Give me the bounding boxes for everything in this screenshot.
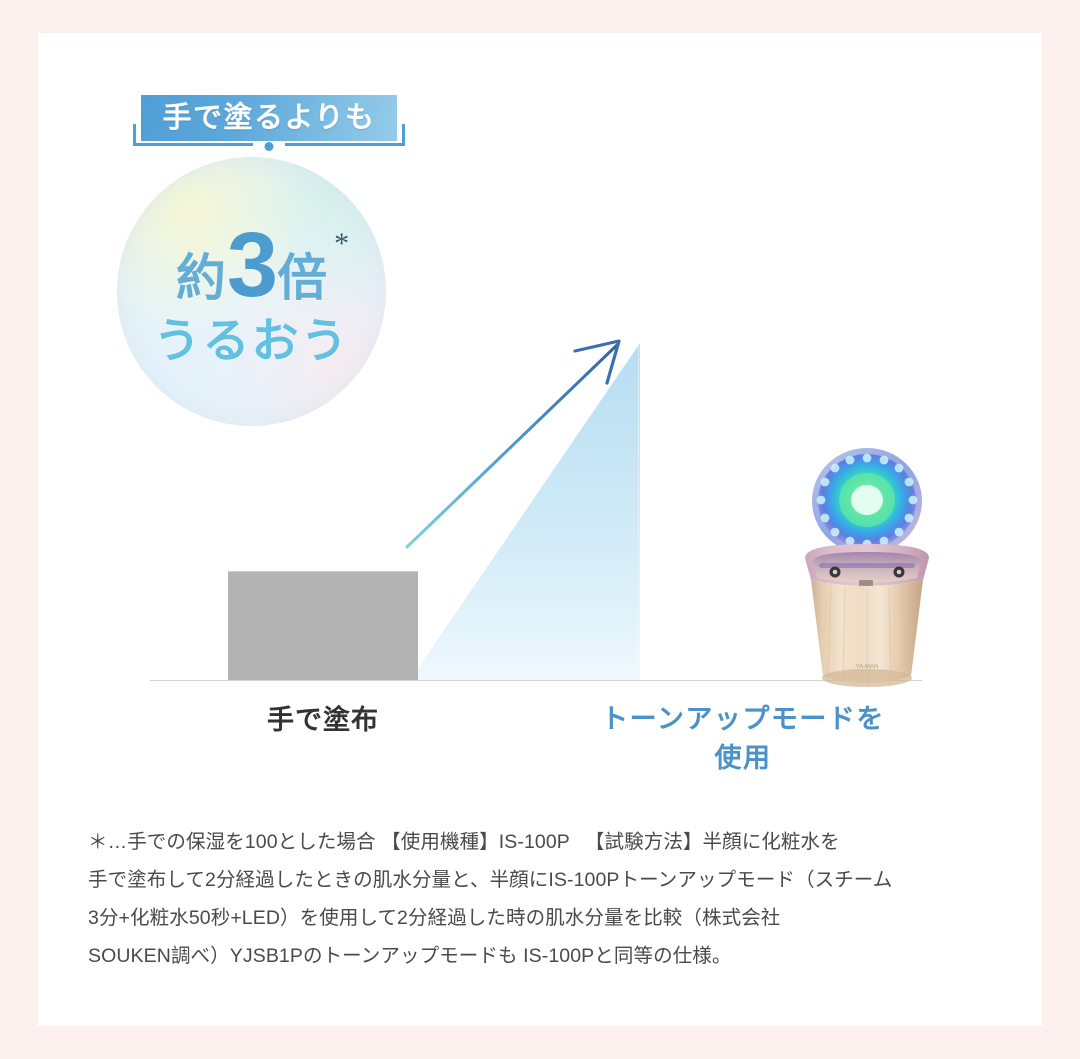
stat-bubble: 約 3 倍 * うるおう	[117, 157, 386, 426]
badge-dot-icon	[264, 142, 274, 151]
badge-label: 手で塗るよりも	[162, 101, 376, 134]
svg-text:YA-MAN: YA-MAN	[856, 664, 879, 670]
growth-arrow-icon	[405, 339, 621, 549]
chart-label-hand-application: 手で塗布	[267, 705, 379, 735]
stat-prefix: 約	[175, 250, 226, 307]
stat-subline: うるおう	[153, 314, 350, 368]
chart-label-tone-line1: トーンアップモードを	[601, 704, 885, 734]
stat-bubble-content: 約 3 倍 * うるおう	[117, 157, 386, 426]
footnote-line-1: ＊…手での保湿を100とした場合 【使用機種】IS-100P 【試験方法】半顔に…	[88, 831, 840, 853]
bracket-bottom-left-icon	[133, 124, 155, 146]
facial-steamer-device-image: YA-MAN	[805, 448, 929, 687]
chart-label-tone-up-mode: トーンアップモードを 使用	[548, 700, 938, 778]
footnote-block: ＊…手での保湿を100とした場合 【使用機種】IS-100P 【試験方法】半顔に…	[88, 823, 996, 975]
badge-box: 手で塗るよりも	[141, 95, 397, 141]
stat-suffix: 倍	[277, 250, 328, 307]
footnote-line-3: 3分+化粧水50秒+LED）を使用して2分経過した時の肌水分量を比較（株式会社	[88, 907, 781, 930]
bracket-bottom-right-icon	[383, 124, 405, 146]
bracket-line-right	[285, 143, 387, 146]
chart-bar-hand-application	[228, 571, 418, 680]
stat-number: 3	[226, 213, 278, 316]
footnote-line-2: 手で塗布して2分経過したときの肌水分量と、半顔にIS-100Pトーンアップモード…	[88, 869, 893, 892]
bracket-line-left	[151, 143, 253, 146]
stat-multiplier-line: 約 3 倍 *	[175, 213, 349, 316]
headline-badge: 手で塗るよりも	[133, 95, 405, 151]
chart-label-tone-line2: 使用	[714, 743, 772, 774]
chart-baseline	[150, 680, 922, 681]
asterisk-marker: *	[334, 226, 350, 260]
footnote-line-4: SOUKEN調べ）YJSB1Pのトーンアップモードも IS-100Pと同等の仕様…	[88, 945, 732, 968]
